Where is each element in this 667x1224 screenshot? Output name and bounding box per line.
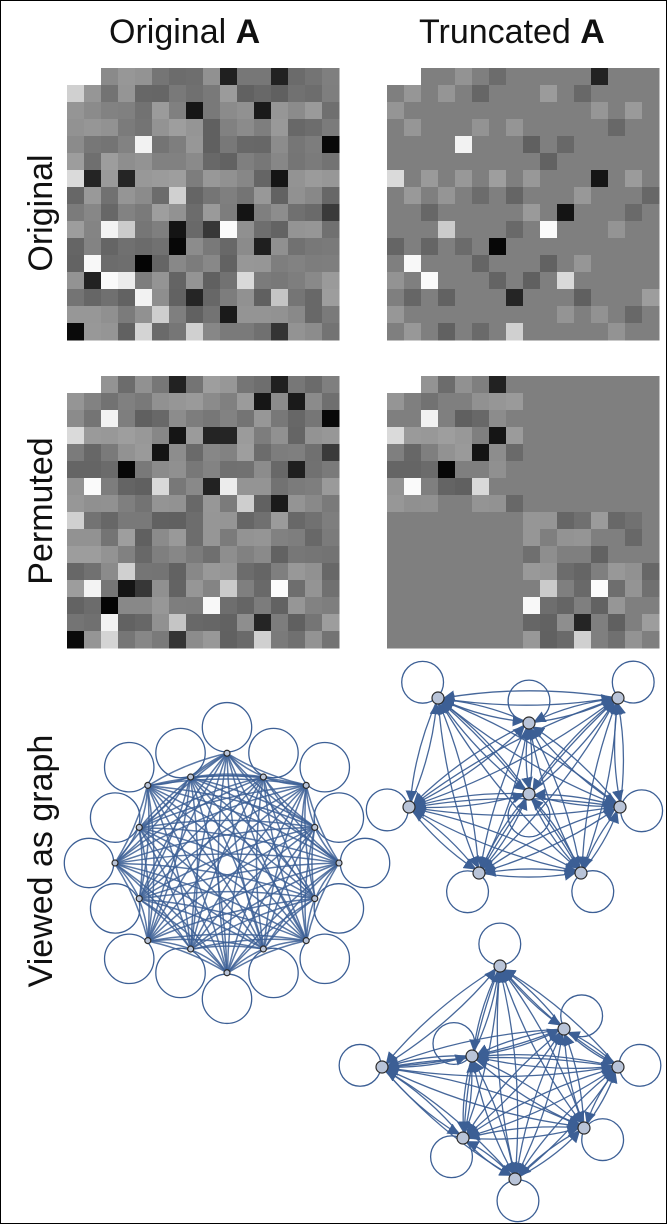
graph-node — [523, 717, 535, 729]
graph-node — [136, 824, 142, 830]
graph-self-loop — [249, 948, 298, 997]
graph-node — [509, 1173, 521, 1185]
graph-self-loop — [479, 923, 521, 965]
graph-self-loop — [202, 703, 251, 752]
graph-node — [612, 692, 624, 704]
graph-node — [466, 1050, 478, 1062]
graph-edge — [382, 970, 495, 1067]
graph-edge — [520, 1128, 584, 1175]
graph-edge — [150, 827, 314, 939]
graph-edge — [504, 970, 564, 1029]
graph-self-loop — [497, 1180, 539, 1222]
graph-node — [303, 782, 309, 788]
graph-edge — [479, 873, 575, 877]
graph-node — [612, 1061, 624, 1073]
graph-node — [523, 788, 535, 800]
graph-node — [376, 1061, 388, 1073]
graph-node — [432, 692, 444, 704]
graph-self-loop — [90, 884, 139, 933]
graph-node — [112, 860, 118, 866]
graph-original — [64, 703, 389, 1024]
graph-self-loop — [366, 789, 408, 831]
graph-self-loop — [314, 793, 363, 842]
graph-node — [145, 782, 151, 788]
graph-cluster-top — [366, 661, 662, 912]
graph-self-loop — [621, 790, 663, 832]
graph-edge — [413, 811, 479, 873]
graph-edge — [387, 1071, 463, 1138]
graph-node — [260, 774, 266, 780]
graph-self-loop — [340, 838, 389, 887]
graph-self-loop — [619, 1044, 661, 1086]
graph-self-loop — [64, 838, 113, 887]
graph-node — [558, 1023, 570, 1035]
graph-self-loop — [339, 1044, 381, 1086]
graph-edge — [618, 704, 623, 807]
graph-node — [336, 860, 342, 866]
graph-self-loop — [156, 948, 205, 997]
graph-node — [303, 938, 309, 944]
graph-self-loop — [314, 884, 363, 933]
graph-self-loop — [249, 728, 298, 777]
graph-self-loop — [90, 793, 139, 842]
graph-self-loop — [202, 974, 251, 1023]
graph-node — [312, 824, 318, 830]
graph-edge — [230, 941, 306, 972]
graph-node — [145, 938, 151, 944]
graph-node — [473, 867, 485, 879]
graph-cluster-bottom — [339, 923, 661, 1222]
graph-edge — [409, 807, 475, 869]
graph-node — [188, 946, 194, 952]
graph-node — [224, 750, 230, 756]
graph-edge — [444, 691, 618, 698]
graph-node — [188, 774, 194, 780]
graph-node — [260, 946, 266, 952]
graph-self-loop — [156, 728, 205, 777]
graph-edge — [529, 723, 616, 803]
graph-self-loop — [508, 680, 550, 722]
graph-edge — [150, 787, 314, 899]
graph-edge — [615, 698, 620, 801]
graph-node — [578, 1122, 590, 1134]
graph-edge — [503, 971, 584, 1128]
graph-node — [403, 801, 415, 813]
graph-node — [136, 896, 142, 902]
graph-edge — [382, 1067, 458, 1134]
graph-node — [457, 1132, 469, 1144]
graph-node — [312, 896, 318, 902]
graph-node — [614, 801, 626, 813]
graph-node — [494, 960, 506, 972]
graph-node — [575, 867, 587, 879]
graph-node — [224, 970, 230, 976]
